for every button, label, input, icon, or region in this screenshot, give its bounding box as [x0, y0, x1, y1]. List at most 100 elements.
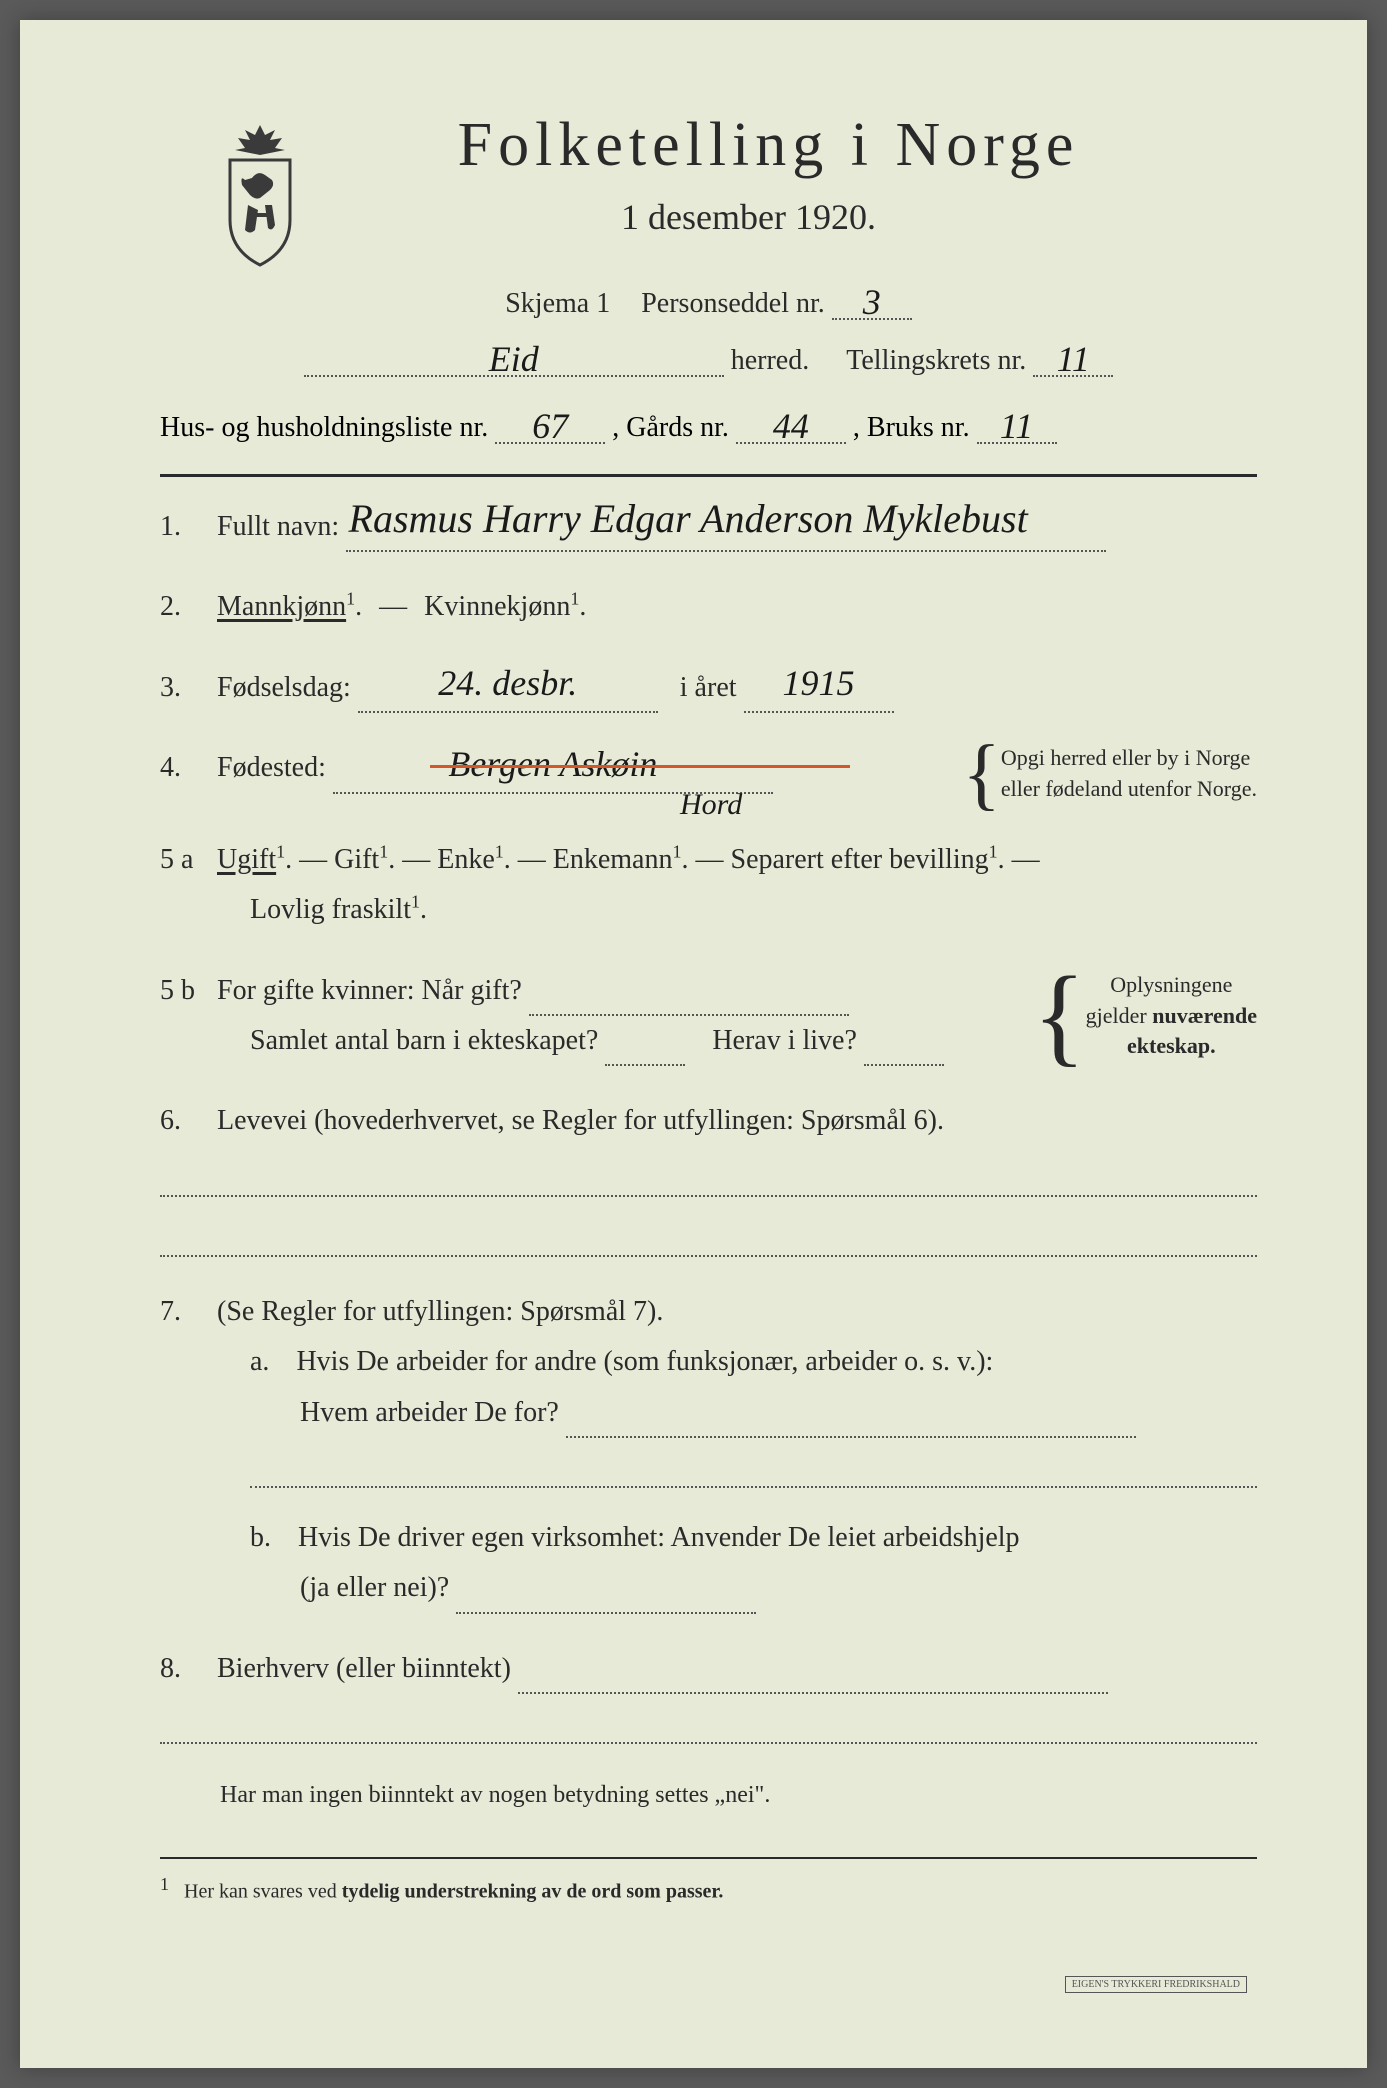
q7-label: (Se Regler for utfyllingen: Spørsmål 7).: [217, 1296, 663, 1327]
q7a-line: [250, 1453, 1257, 1488]
meta-line-1: Skjema 1 Personseddel nr. 3: [160, 288, 1257, 320]
q7a-label: a.: [250, 1346, 269, 1377]
brace-icon: {: [962, 754, 1000, 794]
q3-num: 3.: [160, 663, 210, 713]
q5b-note: { Oplysningene gjelder nuværende ekteska…: [1033, 970, 1257, 1062]
q4-label: Fødested:: [217, 752, 326, 783]
q3-day-value: 24. desbr.: [438, 651, 577, 716]
q4-note: { Opgi herred eller by i Norge eller fød…: [962, 743, 1257, 805]
gards-value: 44: [773, 405, 809, 447]
q2-num: 2.: [160, 582, 210, 632]
q8-line: [160, 1709, 1257, 1744]
q5a-gift: Gift: [334, 844, 379, 875]
q8-label: Bierhverv (eller biinntekt): [217, 1653, 511, 1684]
q4-note-line2: eller fødeland utenfor Norge.: [1001, 776, 1257, 801]
q1-field: Rasmus Harry Edgar Anderson Myklebust: [346, 524, 1106, 552]
footnote-num: 1: [160, 1874, 169, 1894]
q7b-text1: Hvis De driver egen virksomhet: Anvender…: [298, 1522, 1020, 1553]
q2-mann: Mannkjønn: [217, 591, 346, 622]
q2-sup1: 1: [346, 589, 355, 609]
tellingskrets-value: 11: [1057, 338, 1090, 380]
q5b-label3: Herav i live?: [712, 1025, 857, 1056]
q7b-label: b.: [250, 1522, 271, 1553]
personseddel-nr-field: 3: [832, 292, 912, 320]
question-8: 8. Bierhverv (eller biinntekt): [160, 1644, 1257, 1744]
herred-value: Eid: [489, 338, 539, 380]
husliste-field: 67: [495, 416, 605, 444]
q1-num: 1.: [160, 502, 210, 552]
q6-label: Levevei (hovederhvervet, se Regler for u…: [217, 1105, 944, 1136]
census-form-page: Folketelling i Norge 1 desember 1920. Sk…: [20, 20, 1367, 2068]
q4-num: 4.: [160, 743, 210, 793]
husliste-label: Hus- og husholdningsliste nr.: [160, 412, 488, 443]
footer-rule: 1 Her kan svares ved tydelig understrekn…: [160, 1857, 1257, 1904]
q5a-ugift: Ugift: [217, 844, 276, 875]
question-5a: 5 a Ugift1. — Gift1. — Enke1. — Enkemann…: [160, 835, 1257, 936]
q5b-field3: [864, 1038, 944, 1066]
q6-num: 6.: [160, 1096, 210, 1146]
q1-value: Rasmus Harry Edgar Anderson Myklebust: [349, 483, 1028, 555]
q3-year-value: 1915: [783, 651, 855, 716]
q4-note-line1: Opgi herred eller by i Norge: [1001, 745, 1250, 770]
form-subtitle: 1 desember 1920.: [240, 196, 1257, 238]
q1-label: Fullt navn:: [217, 511, 339, 542]
q7a-text2: Hvem arbeider De for?: [300, 1397, 559, 1428]
q7-num: 7.: [160, 1287, 210, 1337]
q7a-field: [566, 1410, 1136, 1438]
skjema-label: Skjema 1: [505, 288, 610, 319]
q5b-note-line2: gjelder nuværende: [1086, 1003, 1257, 1028]
q5b-note-line1: Oplysningene: [1110, 972, 1232, 997]
q7a-text1: Hvis De arbeider for andre (som funksjon…: [296, 1346, 993, 1377]
norway-coat-of-arms: [200, 120, 320, 270]
question-2: 2. Mannkjønn1. — Kvinnekjønn1.: [160, 582, 1257, 632]
q5b-field2: [605, 1038, 685, 1066]
question-1: 1. Fullt navn: Rasmus Harry Edgar Anders…: [160, 502, 1257, 552]
printer-mark: EIGEN'S TRYKKERI FREDRIKSHALD: [1065, 1976, 1247, 1993]
herred-label: herred.: [731, 345, 810, 376]
tellingskrets-field: 11: [1033, 349, 1113, 377]
q5b-label2: Samlet antal barn i ekteskapet?: [250, 1025, 598, 1056]
question-6: 6. Levevei (hovederhvervet, se Regler fo…: [160, 1096, 1257, 1256]
footnote: 1 Her kan svares ved tydelig understrekn…: [160, 1874, 1257, 1904]
q3-year-label: i året: [680, 672, 737, 703]
form-metadata: Skjema 1 Personseddel nr. 3 Eid herred. …: [160, 288, 1257, 377]
comma: ,: [612, 412, 626, 443]
personseddel-nr-value: 3: [863, 281, 881, 323]
q2-sup2: 1: [570, 589, 579, 609]
meta-line-3: Hus- og husholdningsliste nr. 67 , Gårds…: [160, 412, 1257, 444]
q4-value: Bergen Askøin: [448, 732, 657, 797]
question-5b: 5 b For gifte kvinner: Når gift? Samlet …: [160, 966, 1257, 1067]
question-4: 4. Fødested: Bergen Askøin Hord { Opgi h…: [160, 743, 1257, 805]
form-body: 1. Fullt navn: Rasmus Harry Edgar Anders…: [160, 474, 1257, 1904]
q7b-field: [456, 1586, 756, 1614]
q6-line1: [160, 1162, 1257, 1197]
q3-day-field: 24. desbr.: [358, 685, 658, 713]
q4-extra: Hord: [680, 778, 742, 832]
tellingskrets-label: Tellingskrets nr.: [846, 345, 1026, 376]
bruks-field: 11: [977, 416, 1057, 444]
q8-num: 8.: [160, 1644, 210, 1694]
q3-label: Fødselsdag:: [217, 672, 351, 703]
red-strikethrough: [430, 765, 850, 768]
herred-field: Eid: [304, 349, 724, 377]
form-title: Folketelling i Norge: [280, 110, 1257, 181]
q5a-enke: Enke: [437, 844, 495, 875]
q5b-field1: [529, 988, 849, 1016]
brace-icon-2: {: [1033, 988, 1086, 1043]
q5b-label1: For gifte kvinner: Når gift?: [217, 975, 522, 1006]
q7b-text2: (ja eller nei)?: [300, 1572, 449, 1603]
q5b-num: 5 b: [160, 966, 210, 1016]
form-header: Folketelling i Norge 1 desember 1920.: [160, 110, 1257, 238]
husliste-value: 67: [532, 405, 568, 447]
gards-label: Gårds nr.: [626, 412, 729, 443]
coat-of-arms-icon: [200, 120, 320, 270]
q6-line2: [160, 1222, 1257, 1257]
footer-note: Har man ingen biinntekt av nogen betydni…: [220, 1774, 1257, 1817]
q2-kvinne: Kvinnekjønn: [424, 591, 570, 622]
q3-year-field: 1915: [744, 685, 894, 713]
q5a-enkemann: Enkemann: [553, 844, 673, 875]
comma2: ,: [853, 412, 867, 443]
personseddel-label: Personseddel nr.: [641, 288, 825, 319]
q5a-num: 5 a: [160, 835, 210, 885]
gards-field: 44: [736, 416, 846, 444]
